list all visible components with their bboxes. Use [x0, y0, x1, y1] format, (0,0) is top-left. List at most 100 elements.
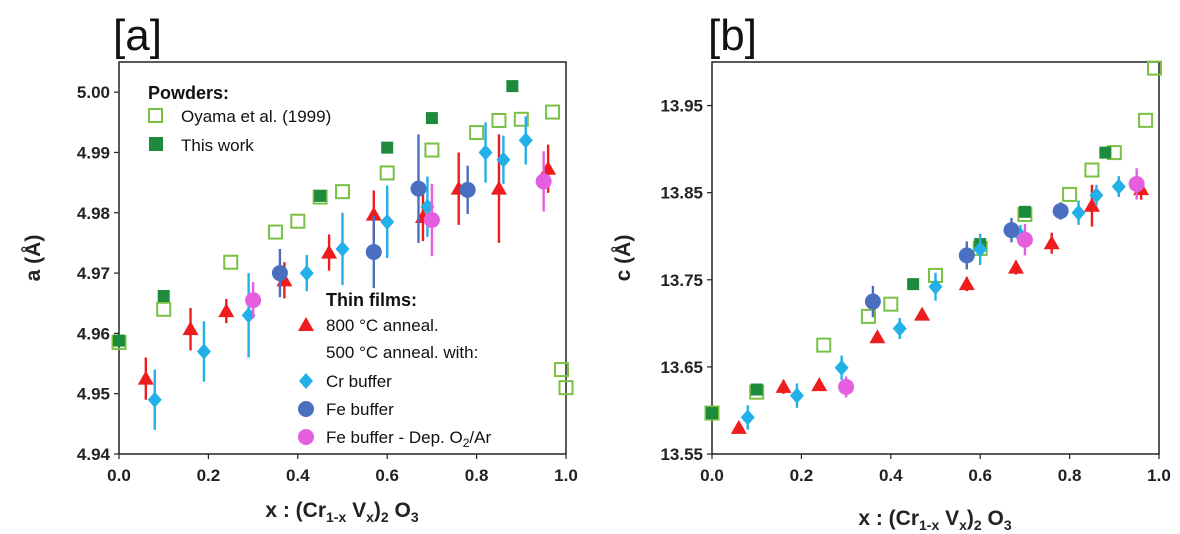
panel-b-xlabel-tail: O: [982, 507, 1004, 530]
panel-b-anneal800-point: [1007, 259, 1024, 274]
legend-fe-dep-entry: Fe buffer - Dep. O2/Ar: [298, 428, 491, 450]
panel-b-marks: [704, 60, 1163, 434]
panel-a-this-work-point: [506, 80, 519, 93]
panel-a-oyama-point: [267, 224, 283, 240]
panel-b-cr-buffer-point: [973, 241, 988, 258]
legend-this-work-entry: This work: [149, 136, 254, 155]
panel-b-xlabel-sub1: 1-x: [919, 517, 939, 533]
panel-b-oyama-point: [860, 308, 876, 324]
panel-a-cr-buffer-point: [380, 213, 395, 230]
panel-a-anneal800-point: [365, 206, 382, 221]
panel-b-xlabel: x : (Cr1-x Vx)2 O3: [858, 507, 1012, 533]
panel-b-ticks: 0.0 0.2 0.4 0.6 0.8 1.0 13.55 13.65 13.75 13.85 13…: [660, 97, 1170, 485]
panel-a-cr-buffer-point: [518, 132, 533, 149]
legend-fe-dep-sub: 2: [463, 436, 470, 450]
panel-a-xtick-label: 0.2: [197, 466, 221, 485]
panel-b-anneal800-point: [730, 419, 747, 434]
panel-b-xtick-label: 0.0: [700, 466, 724, 485]
panel-b-fe-buffer-point: [1052, 202, 1069, 219]
panel-b-fe-buffer-point: [864, 293, 881, 310]
panel-b-xtick-label: 0.2: [790, 466, 814, 485]
panel-a-oyama-point: [223, 254, 239, 270]
panel-b-this-work-point: [750, 383, 763, 396]
panel-a-ytick-label: 5.00: [77, 83, 110, 102]
legend-oyama-label: Oyama et al. (1999): [181, 107, 331, 126]
panel-b-xlabel-sub4: 3: [1004, 517, 1012, 533]
panel-b-this-work-point: [1018, 205, 1031, 218]
panel-a-oyama-point: [513, 111, 529, 127]
panel-a-anneal800-point: [490, 180, 507, 195]
panel-a-ytick-label: 4.98: [77, 204, 110, 223]
panel-a-oyama-point: [424, 142, 440, 158]
panel-a-ticks: 0.0 0.2 0.4 0.6 0.8 1.0 4.94 4.95 4.96 4.97 4.98 4.…: [77, 83, 578, 485]
panel-a-ylabel: a (Å): [21, 235, 45, 282]
panel-a-fe-buffer-point: [365, 243, 382, 260]
panel-b-ytick-label: 13.85: [660, 184, 703, 203]
panel-b-oyama-point: [704, 405, 720, 421]
legend-fe-dep-tail: /Ar: [469, 428, 491, 447]
legend-oyama-marker: [148, 108, 163, 123]
panel-b-xlabel-sub3: 2: [974, 517, 982, 533]
legend: Powders: Oyama et al. (1999) This work T…: [148, 83, 491, 450]
panel-b-this-work-point: [1099, 146, 1112, 159]
legend-anneal500-label: 500 °C anneal. with:: [326, 343, 478, 362]
panel-b-cr-buffer-point: [928, 278, 943, 295]
panel-a-ytick-label: 4.96: [77, 324, 110, 343]
panel-a-xlabel-sub1: 1-x: [326, 509, 346, 525]
panel-a-xtick-label: 1.0: [554, 466, 578, 485]
panel-b-xtick-label: 0.4: [879, 466, 903, 485]
panel-b-xtick-label: 1.0: [1147, 466, 1171, 485]
legend-cr-buffer-label: Cr buffer: [326, 372, 392, 391]
panel-a-fe-dep-point: [423, 212, 440, 229]
panel-b-fe-dep-point: [838, 378, 855, 395]
panel-a-fe-buffer-point: [410, 180, 427, 197]
panel-a-fe-dep-point: [535, 173, 552, 190]
panel-a-xlabel-sub3: 2: [381, 509, 389, 525]
panel-b-ylabel: c (Å): [611, 235, 635, 282]
panel-b-cr-buffer-point: [1071, 204, 1086, 221]
panel-a: [a] 0.0 0.2 0.4 0.6 0.8 1.0 4.94 4.95 4.96 4.97 4.…: [21, 11, 578, 525]
panel-a-oyama-point: [156, 301, 172, 317]
panel-b-cr-buffer-point: [834, 359, 849, 376]
panel-a-xlabel-sub4: 3: [411, 509, 419, 525]
legend-powders-heading: Powders:: [148, 83, 229, 103]
panel-a-fe-buffer-point: [271, 265, 288, 282]
panel-a-anneal800-point: [182, 321, 199, 336]
panel-a-cr-buffer-point: [299, 265, 314, 282]
panel-b-anneal800-point: [1083, 197, 1100, 212]
legend-anneal800-label: 800 °C anneal.: [326, 316, 439, 335]
panel-a-this-work-point: [425, 112, 438, 125]
panel-a-xtick-label: 0.0: [107, 466, 131, 485]
panel-b-cr-buffer-point: [1089, 187, 1104, 204]
panel-a-this-work-point: [381, 141, 394, 154]
panel-a-oyama-point: [379, 165, 395, 181]
legend-films-heading: Thin films:: [326, 290, 417, 310]
panel-b-ytick-label: 13.95: [660, 97, 703, 116]
legend-cr-buffer-entry: Cr buffer: [299, 372, 392, 391]
panel-b-oyama-point: [1138, 112, 1154, 128]
panel-b-cr-buffer-point: [740, 409, 755, 426]
panel-a-this-work-point: [314, 189, 327, 202]
panel-b-oyama-point: [816, 337, 832, 353]
legend-fe-dep-main: Fe buffer - Dep. O: [326, 428, 463, 447]
panel-a-oyama-point: [290, 213, 306, 229]
panel-b-xlabel-close: ): [967, 507, 974, 530]
panel-a-xlabel-tail: O: [389, 499, 411, 522]
panel-a-oyama-point: [335, 184, 350, 200]
panel-a-cr-buffer-point: [335, 240, 350, 257]
panel-b-plot-frame: [711, 61, 1160, 455]
legend-fe-dep-label: Fe buffer - Dep. O2/Ar: [326, 428, 491, 450]
panel-b: [b] 0.0 0.2 0.4 0.6 0.8 1.0 13.55 13.65 13.75 13.…: [611, 11, 1171, 533]
panel-b-anneal800-point: [958, 276, 975, 291]
panel-a-cr-buffer-point: [196, 343, 211, 360]
panel-a-oyama-point: [545, 104, 561, 120]
panel-a-oyama-point: [558, 380, 574, 396]
panel-a-label: [a]: [113, 11, 162, 60]
panel-a-cr-buffer-point: [496, 151, 511, 168]
legend-cr-buffer-marker: [299, 373, 313, 389]
panel-a-plot-frame: [118, 61, 567, 455]
panel-a-oyama-point: [469, 125, 485, 141]
panel-a-ytick-label: 4.97: [77, 264, 110, 283]
panel-b-cr-buffer-point: [892, 320, 907, 337]
